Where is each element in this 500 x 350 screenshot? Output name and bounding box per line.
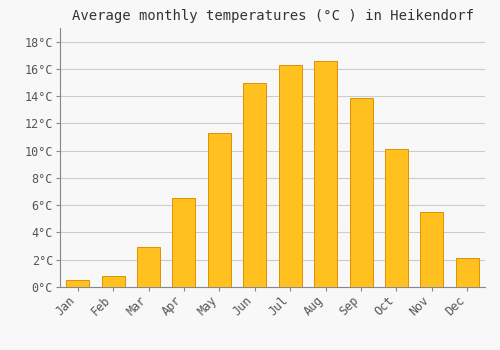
Bar [420, 212, 444, 287]
Bar [278, 65, 301, 287]
Bar [314, 61, 337, 287]
Bar [137, 247, 160, 287]
Bar [385, 149, 408, 287]
Bar [456, 258, 479, 287]
Bar [208, 133, 231, 287]
Bar [172, 198, 196, 287]
Bar [244, 83, 266, 287]
Bar [66, 280, 89, 287]
Bar [350, 98, 372, 287]
Bar [102, 276, 124, 287]
Title: Average monthly temperatures (°C ) in Heikendorf: Average monthly temperatures (°C ) in He… [72, 9, 473, 23]
